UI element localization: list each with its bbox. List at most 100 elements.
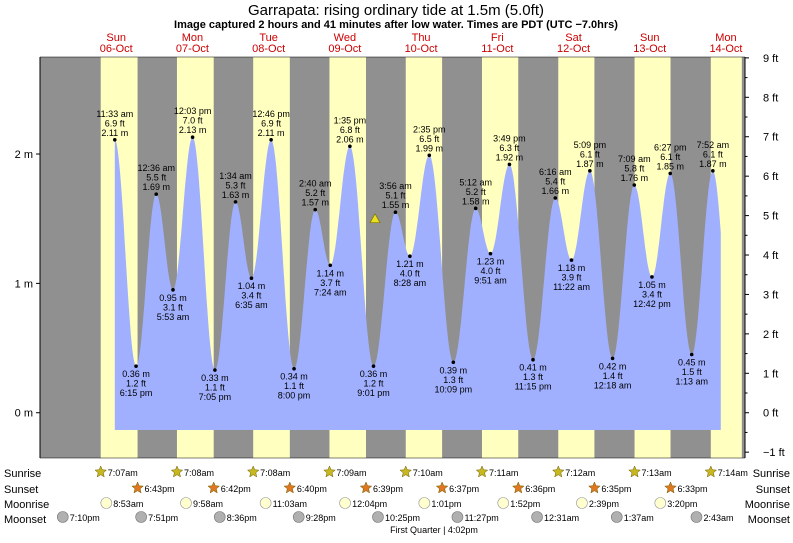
sunrise-time: 7:14am	[718, 468, 748, 478]
astronomy-rows: Sunrise Sunrise Sunset Sunset Moonrise Moonri…	[4, 465, 790, 535]
tide-label: 6.8 ft	[340, 125, 361, 135]
sunrise-time: 7:13am	[642, 468, 672, 478]
sunrise-row-label-left: Sunrise	[4, 468, 41, 480]
tide-label: 2.11 m	[101, 128, 128, 138]
sunset-time: 6:39pm	[373, 484, 403, 494]
moonset-time: 11:27pm	[464, 513, 498, 523]
tide-label: 5.3 ft	[226, 180, 247, 190]
sunset-icon	[511, 481, 525, 494]
day-date: 13-Oct	[633, 43, 666, 55]
sunset-time: 6:36pm	[525, 484, 555, 494]
moonset-time: 2:43am	[703, 513, 733, 523]
day-name: Tue	[259, 32, 278, 44]
day-date: 11-Oct	[481, 43, 513, 55]
day-headers: Sun06-OctMon07-OctTue08-OctWed09-OctThu1…	[100, 32, 743, 55]
moonset-icon	[213, 511, 226, 523]
tide-point	[488, 251, 493, 256]
tide-label: 1:35 pm	[334, 115, 367, 125]
tide-label: 3:56 am	[379, 181, 412, 191]
day-date: 14-Oct	[709, 43, 742, 55]
right-tick-label: 8 ft	[763, 92, 778, 104]
tide-label: 4.0 ft	[400, 269, 421, 279]
sunrise-icon	[704, 465, 718, 478]
moonrise-icon	[180, 497, 192, 509]
tide-label: 7.0 ft	[183, 116, 204, 126]
moonrise-time: 8:53am	[113, 499, 143, 509]
tide-label: 1.87 m	[699, 159, 727, 169]
tide-label: 1.3 ft	[523, 372, 544, 382]
day-name: Thu	[412, 32, 431, 44]
tide-label: 1.04 m	[238, 281, 266, 291]
day-date: 07-Oct	[176, 43, 209, 55]
moonrise-icon	[497, 497, 510, 509]
sunset-icon	[131, 481, 144, 494]
moonset-icon	[531, 511, 543, 523]
tide-label: 6:15 pm	[120, 388, 153, 398]
day-date: 12-Oct	[557, 43, 590, 55]
sunrise-time: 7:08am	[184, 468, 214, 478]
tide-point	[171, 288, 175, 292]
tide-label: 0.34 m	[280, 372, 308, 382]
day-date: 09-Oct	[328, 43, 361, 55]
tide-label: 2.11 m	[258, 128, 285, 138]
moonset-icon	[372, 511, 384, 523]
tide-label: 1.14 m	[316, 268, 344, 278]
tide-label: 5.2 ft	[305, 188, 326, 198]
tide-label: 0.39 m	[440, 365, 468, 375]
tide-label: 7:24 am	[314, 287, 347, 297]
sunset-time: 6:37pm	[449, 484, 479, 494]
moonset-time: 12:31am	[544, 513, 579, 523]
tide-label: 6.5 ft	[419, 134, 440, 144]
tide-point	[269, 137, 273, 142]
sunrise-icon	[628, 465, 641, 478]
tide-label: 5.1 ft	[385, 191, 406, 201]
tide-label: 1.21 m	[396, 259, 424, 269]
current-tide-marker	[369, 212, 381, 224]
tide-point	[313, 207, 318, 212]
tide-label: 0.33 m	[201, 373, 229, 383]
moonrise-icon	[339, 497, 351, 509]
tide-point	[507, 162, 512, 167]
tide-point	[553, 196, 558, 200]
moon-phase-label: First Quarter | 4:02pm	[390, 525, 478, 535]
tide-point	[408, 254, 412, 259]
right-tick-label: 3 ft	[763, 289, 778, 301]
sunrise-icon	[399, 465, 413, 478]
tide-label: 3.4 ft	[241, 291, 262, 301]
moonrise-row-label-right: Moonrise	[745, 499, 790, 511]
sunset-time: 6:42pm	[221, 484, 251, 494]
moonrise-time: 1:01pm	[431, 499, 461, 509]
tide-label: 2.06 m	[336, 134, 364, 144]
day-date: 06-Oct	[100, 43, 133, 55]
tide-point	[427, 153, 432, 158]
tide-label: 0.36 m	[122, 369, 150, 379]
tide-point	[569, 258, 574, 262]
tide-label: 1.87 m	[576, 159, 604, 169]
tide-point	[588, 169, 592, 173]
right-tick-label: −1 ft	[763, 447, 785, 459]
sunset-icon	[664, 481, 677, 494]
tide-point	[371, 364, 376, 368]
tide-label: 3.9 ft	[562, 273, 583, 283]
sunset-row-label-right: Sunset	[756, 484, 790, 496]
sunset-icon	[283, 481, 297, 494]
tide-point	[668, 171, 673, 176]
right-tick-label: 7 ft	[763, 132, 778, 144]
tide-label: 5.2 ft	[466, 187, 487, 197]
sunset-time: 6:43pm	[145, 484, 175, 494]
tide-label: 1.92 m	[496, 152, 524, 162]
sunset-icon	[207, 481, 221, 494]
tide-point	[348, 144, 352, 149]
sunset-icon	[435, 481, 449, 494]
tide-label: 1.57 m	[301, 198, 329, 208]
tide-label: 7:09 am	[618, 154, 651, 164]
tide-label: 6.3 ft	[499, 143, 520, 153]
tide-label: 6:16 am	[539, 167, 572, 177]
tide-label: 1:34 am	[219, 171, 252, 181]
tide-point	[292, 366, 296, 371]
tide-label: 1.5 ft	[682, 367, 703, 377]
sunset-time: 6:33pm	[678, 484, 708, 494]
tide-label: 1.99 m	[416, 143, 444, 153]
moonrise-icon	[418, 497, 431, 509]
tide-label: 1.3 ft	[443, 375, 464, 385]
